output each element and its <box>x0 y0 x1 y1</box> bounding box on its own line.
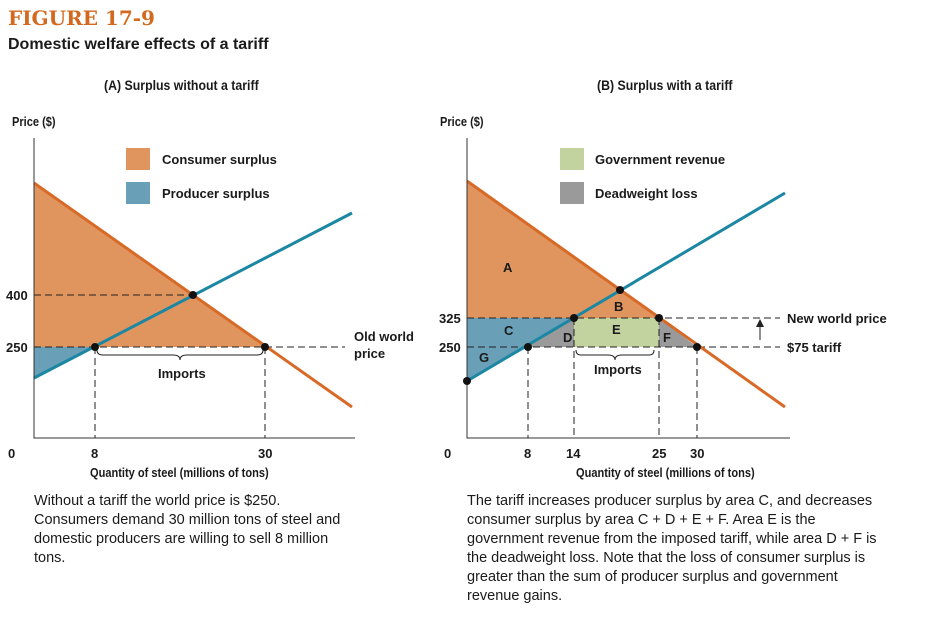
point <box>524 343 532 351</box>
panel-a-ylabel: Price ($) <box>12 114 56 129</box>
panel-b-caption: The tariff increases producer surplus by… <box>467 493 877 604</box>
old-world-price-label: Old world <box>354 329 414 344</box>
area-e <box>574 318 659 347</box>
point <box>655 314 663 322</box>
panel-b-title: (B) Surplus with a tariff <box>597 77 733 93</box>
demand-curve-b <box>466 179 786 409</box>
ytick-325: 325 <box>439 311 461 326</box>
legend-swatch-deadweight <box>560 182 584 204</box>
legend-consumer-surplus: Consumer surplus <box>162 152 277 167</box>
supply-point <box>91 343 99 351</box>
old-world-price-label-2: price <box>354 346 385 361</box>
axes-b <box>466 138 790 439</box>
imports-label: Imports <box>158 366 206 381</box>
arrow-up-icon <box>756 319 764 327</box>
xtick-30: 30 <box>258 446 272 461</box>
panel-a-caption: Without a tariff the world price is $250… <box>34 493 341 566</box>
area-c <box>467 318 574 347</box>
imports-brace-b <box>575 349 655 361</box>
area-label-b: B <box>614 299 623 314</box>
legend-swatch-producer <box>126 182 150 204</box>
area-label-a: A <box>503 260 513 275</box>
point <box>463 377 471 385</box>
legend-government-revenue: Government revenue <box>595 152 725 167</box>
equilibrium-point <box>189 291 197 299</box>
area-label-e: E <box>612 322 621 337</box>
legend-producer-surplus: Producer surplus <box>162 186 270 201</box>
point <box>693 343 701 351</box>
demand-point <box>261 343 269 351</box>
area-label-g: G <box>479 350 489 365</box>
area-label-c: C <box>504 323 514 338</box>
figure-subtitle: Domestic welfare effects of a tariff <box>8 36 269 53</box>
xtick-0: 0 <box>8 446 15 461</box>
legend-swatch-consumer <box>126 148 150 170</box>
imports-brace <box>96 349 264 361</box>
new-world-price-label: New world price <box>787 311 887 326</box>
y-axis <box>33 138 355 439</box>
point <box>570 314 578 322</box>
ytick-250-b: 250 <box>439 340 461 355</box>
figure-label: FIGURE 17-9 <box>8 6 155 30</box>
ytick-250: 250 <box>6 340 28 355</box>
imports-label-b: Imports <box>594 362 642 377</box>
panel-b-xlabel: Quantity of steel (millions of tons) <box>576 465 755 480</box>
panel-a-xlabel: Quantity of steel (millions of tons) <box>90 465 269 480</box>
point <box>616 286 624 294</box>
xtick-14: 14 <box>566 446 581 461</box>
area-label-d: D <box>563 330 572 345</box>
xtick-8-b: 8 <box>524 446 531 461</box>
xtick-0-b: 0 <box>444 446 451 461</box>
panel-b-ylabel: Price ($) <box>440 114 484 129</box>
supply-curve-b <box>466 191 786 383</box>
xtick-8: 8 <box>91 446 98 461</box>
xtick-30-b: 30 <box>690 446 704 461</box>
ytick-400: 400 <box>6 288 28 303</box>
panel-a-title: (A) Surplus without a tariff <box>104 77 259 93</box>
legend-swatch-government <box>560 148 584 170</box>
xtick-25: 25 <box>652 446 666 461</box>
legend-deadweight-loss: Deadweight loss <box>595 186 698 201</box>
tariff-label: $75 tariff <box>787 340 842 355</box>
area-label-f: F <box>663 330 671 345</box>
